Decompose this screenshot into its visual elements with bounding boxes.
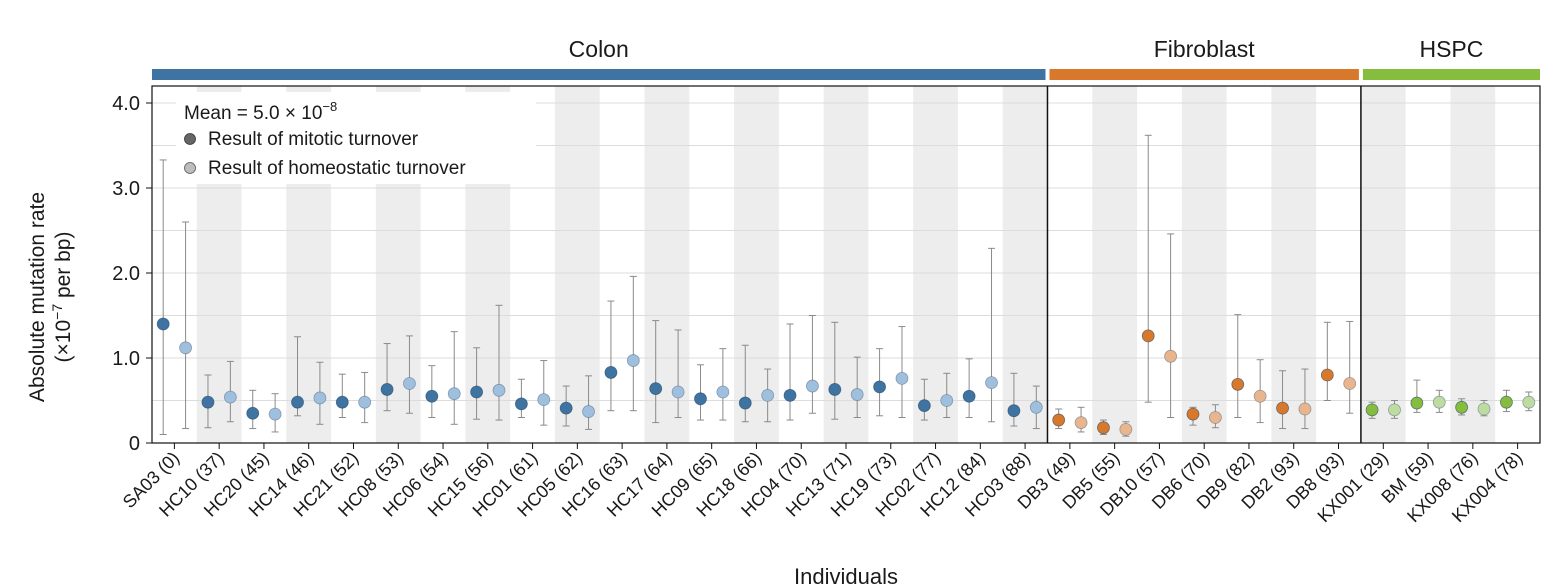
homeostatic-point	[447, 387, 461, 401]
homeostatic-point	[1164, 349, 1178, 363]
plot-frame	[151, 85, 1541, 444]
homeostatic-point	[761, 388, 775, 402]
data-points	[156, 134, 1536, 437]
mitotic-point	[783, 388, 797, 402]
homeostatic-point	[313, 391, 327, 405]
homeostatic-point	[1029, 400, 1043, 414]
homeostatic-point	[940, 394, 954, 407]
mitotic-point	[246, 406, 260, 420]
homeostatic-point	[1522, 395, 1536, 409]
group-label-fibroblast: Fibroblast	[1154, 36, 1256, 62]
mitotic-point	[828, 383, 842, 396]
column-shade	[913, 86, 958, 443]
mitotic-point	[156, 317, 170, 331]
legend-homeostatic-marker	[184, 162, 196, 174]
mitotic-point	[559, 401, 573, 415]
homeostatic-point	[806, 379, 819, 393]
y-tick-label: 3.0	[112, 178, 140, 200]
legend-mean: Mean = 5.0 × 10−8	[184, 99, 337, 124]
y-axis-title-line1: Absolute mutation rate	[26, 192, 49, 402]
column-shade	[1450, 86, 1496, 443]
homeostatic-point	[1253, 389, 1267, 403]
homeostatic-point	[1208, 411, 1222, 424]
homeostatic-point	[850, 388, 864, 401]
mitotic-point	[917, 399, 931, 413]
y-tick-label: 1.0	[112, 348, 140, 370]
y-axis-title-line2: (×10−7 per bp)	[49, 232, 75, 363]
homeostatic-point	[1477, 402, 1491, 416]
mitotic-point	[1365, 403, 1379, 417]
homeostatic-point	[537, 393, 551, 407]
homeostatic-point	[223, 390, 237, 404]
legend-background	[176, 92, 536, 184]
legend-mitotic-label: Result of mitotic turnover	[208, 129, 419, 150]
column-shade	[1360, 86, 1406, 443]
column-shade	[554, 86, 600, 443]
column-shade	[1092, 86, 1138, 443]
homeostatic-point	[1343, 377, 1357, 390]
homeostatic-point	[268, 407, 282, 421]
mitotic-point	[291, 395, 304, 409]
y-axis-title: Absolute mutation rate (×10−7 per bp)	[26, 192, 75, 402]
mitotic-point	[1500, 395, 1513, 409]
mitotic-point	[1410, 396, 1424, 410]
mitotic-point	[1097, 421, 1110, 435]
legend: Mean = 5.0 × 10−8 Result of mitotic turn…	[176, 92, 536, 184]
homeostatic-point	[582, 405, 595, 418]
mitotic-point	[873, 380, 886, 394]
group-bar-hspc	[1362, 69, 1540, 80]
y-tick-label: 0	[129, 433, 140, 455]
homeostatic-point	[492, 383, 506, 397]
homeostatic-point	[403, 377, 416, 390]
mitotic-point	[425, 389, 439, 403]
mitotic-point	[649, 382, 663, 396]
group-bars: Colon Fibroblast HSPC	[152, 36, 1540, 80]
group-bar-fibroblast	[1049, 69, 1359, 80]
group-bar-colon	[152, 69, 1046, 80]
homeostatic-point	[626, 354, 640, 367]
mitotic-point	[1141, 329, 1155, 343]
mitotic-point	[1186, 407, 1200, 421]
legend-homeostatic-label: Result of homeostatic turnover	[208, 158, 466, 179]
homeostatic-point	[358, 395, 372, 409]
mitotic-point	[1276, 401, 1289, 415]
mitotic-point	[380, 383, 394, 396]
homeostatic-point	[179, 341, 192, 355]
group-label-colon: Colon	[569, 36, 629, 62]
column-shade	[734, 86, 779, 443]
mitotic-point	[335, 395, 349, 409]
y-tick-label: 2.0	[112, 263, 140, 285]
homeostatic-point	[1432, 395, 1446, 409]
legend-mitotic-marker	[184, 133, 196, 145]
mitotic-point	[1231, 377, 1245, 391]
column-shade	[1002, 86, 1048, 443]
homeostatic-point	[895, 371, 909, 385]
mitotic-point	[738, 396, 752, 410]
mitotic-point	[1320, 368, 1334, 382]
column-shade	[1181, 86, 1227, 443]
mitotic-point	[514, 397, 528, 411]
homeostatic-point	[716, 385, 730, 399]
y-tick-label: 4.0	[112, 93, 140, 115]
homeostatic-point	[1388, 403, 1401, 417]
mitotic-point	[1007, 404, 1021, 418]
mitotic-point	[1455, 400, 1469, 414]
mitotic-point	[694, 392, 707, 406]
homeostatic-point	[985, 376, 998, 390]
mitotic-point	[1052, 413, 1066, 427]
homeostatic-point	[1119, 422, 1133, 436]
homeostatic-point	[1298, 402, 1312, 416]
homeostatic-point	[1074, 416, 1088, 430]
group-label-hspc: HSPC	[1419, 36, 1483, 62]
mitotic-point	[962, 389, 976, 403]
x-axis-title: Individuals	[794, 564, 898, 586]
mitotic-point	[604, 366, 618, 379]
homeostatic-point	[671, 385, 685, 399]
column-shade	[1271, 86, 1317, 443]
mitotic-point	[201, 395, 215, 409]
mitotic-point	[470, 385, 484, 399]
